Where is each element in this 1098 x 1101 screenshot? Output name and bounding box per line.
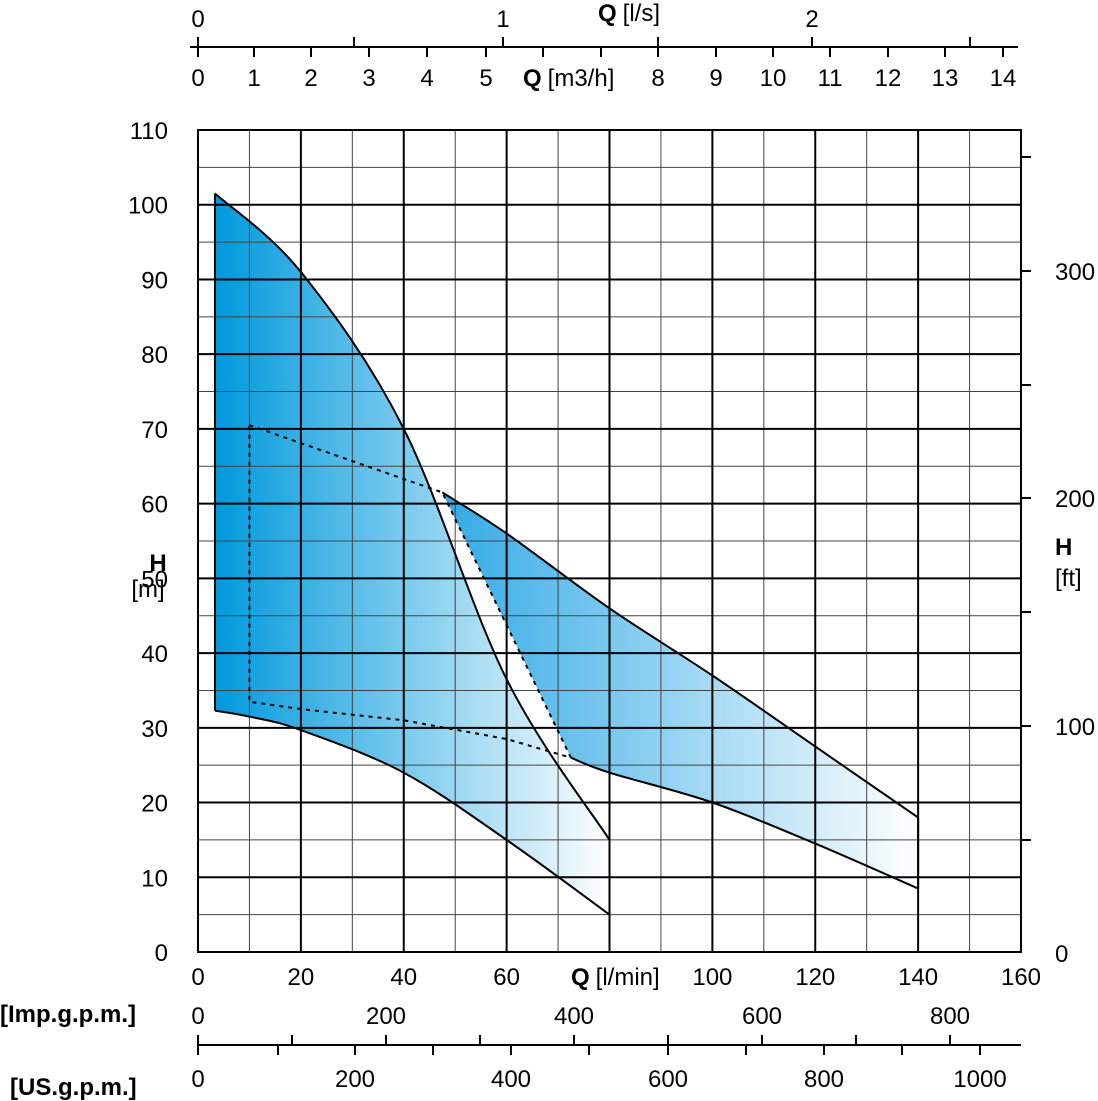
y-tick-label: 0 xyxy=(155,940,168,967)
plot-curves xyxy=(213,192,920,916)
us-gpm-tick-1000: 1000 xyxy=(953,1066,1006,1093)
us-gpm-label: [US.g.p.m.] xyxy=(10,1074,137,1101)
y-tick-label: 30 xyxy=(141,716,168,743)
x-tick-label: 100 xyxy=(692,964,732,991)
y-tick-label: 20 xyxy=(141,791,168,818)
imp-gpm-axis: [Imp.g.p.m.] 0 200 400 600 800 xyxy=(0,1001,970,1030)
x-tick-label: 160 xyxy=(1001,964,1041,991)
imp-gpm-tick-600: 600 xyxy=(742,1003,782,1030)
h-ft-tick-200: 200 xyxy=(1055,486,1095,513)
q-m3h-tick-9: 9 xyxy=(709,65,722,92)
imp-gpm-tick-200: 200 xyxy=(366,1003,406,1030)
x-tick-label: 0 xyxy=(191,964,204,991)
y-left-label-unit: [m] xyxy=(131,576,164,603)
q-m3h-tick-14: 14 xyxy=(990,65,1017,92)
top-axis-m3h: 0 1 2 3 4 5 Q [m3/h] 8 9 10 11 12 13 14 xyxy=(191,65,1016,92)
x-axis-label: Q [l/min] xyxy=(571,964,660,991)
top-axis-ticks xyxy=(197,37,1004,57)
q-ls-label: Q [l/s] xyxy=(598,0,660,27)
x-tick-label: 60 xyxy=(493,964,520,991)
q-m3h-tick-12: 12 xyxy=(875,65,902,92)
x-tick-label: 40 xyxy=(390,964,417,991)
q-ls-tick-1: 1 xyxy=(496,6,509,33)
x-tick-label: 20 xyxy=(288,964,315,991)
q-ls-tick-2: 2 xyxy=(805,6,818,33)
q-m3h-tick-11: 11 xyxy=(818,65,843,92)
q-m3h-tick-13: 13 xyxy=(932,65,959,92)
h-ft-tick-0: 0 xyxy=(1055,941,1068,968)
imp-gpm-tick-0: 0 xyxy=(191,1003,204,1030)
x-tick-label: 140 xyxy=(898,964,938,991)
series-2-lower-curve xyxy=(570,756,919,890)
plot-tick-labels: 0 10 20 30 40 50 60 70 80 90 100 110 0 20 40 60 100 120 14… xyxy=(128,118,1041,991)
dotted-envelope xyxy=(248,423,573,760)
us-gpm-tick-200: 200 xyxy=(335,1066,375,1093)
right-axis-ticks xyxy=(1021,156,1031,841)
q-m3h-tick-3: 3 xyxy=(362,65,375,92)
plot-regions xyxy=(215,193,919,915)
top-axis-ls: 0 1 2 Q [l/s] xyxy=(191,0,818,33)
imp-gpm-tick-400: 400 xyxy=(554,1003,594,1030)
series-1-upper-curve xyxy=(214,192,611,841)
q-m3h-tick-5: 5 xyxy=(479,65,492,92)
y-tick-label: 50 xyxy=(141,566,168,593)
q-m3h-tick-2: 2 xyxy=(304,65,317,92)
y-tick-label: 90 xyxy=(141,267,168,294)
y-tick-label: 60 xyxy=(141,492,168,519)
y-tick-label: 80 xyxy=(141,342,168,369)
imp-gpm-tick-800: 800 xyxy=(930,1003,970,1030)
plot-grid xyxy=(197,129,1022,953)
q-m3h-tick-8: 8 xyxy=(651,65,664,92)
h-ft-tick-300: 300 xyxy=(1055,259,1095,286)
us-gpm-tick-600: 600 xyxy=(648,1066,688,1093)
us-gpm-tick-0: 0 xyxy=(191,1066,204,1093)
series-2-upper-curve xyxy=(441,491,919,819)
q-m3h-tick-4: 4 xyxy=(420,65,433,92)
us-gpm-tick-800: 800 xyxy=(804,1066,844,1093)
q-m3h-tick-1: 1 xyxy=(247,65,260,92)
us-gpm-tick-400: 400 xyxy=(491,1066,531,1093)
q-m3h-tick-0: 0 xyxy=(191,65,204,92)
series-1-area xyxy=(215,193,610,915)
y-tick-label: 10 xyxy=(141,865,168,892)
series-1-lower-curve xyxy=(214,709,611,916)
y-tick-label: 100 xyxy=(128,193,168,220)
h-ft-tick-100: 100 xyxy=(1055,714,1095,741)
q-m3h-label: Q [m3/h] xyxy=(523,65,614,92)
y-right-label-unit: [ft] xyxy=(1055,565,1082,592)
y-tick-label: 40 xyxy=(141,641,168,668)
y-tick-label: 70 xyxy=(141,417,168,444)
gpm-axis-ticks xyxy=(197,1035,981,1055)
y-left-label-symbol: H xyxy=(149,550,166,577)
y-right-label-symbol: H xyxy=(1055,534,1072,561)
y-tick-label: 110 xyxy=(130,118,168,145)
us-gpm-axis: [US.g.p.m.] 0 200 400 600 800 1000 xyxy=(10,1066,1007,1101)
q-m3h-tick-10: 10 xyxy=(760,65,787,92)
x-tick-label: 120 xyxy=(795,964,835,991)
q-ls-tick-0: 0 xyxy=(191,6,204,33)
imp-gpm-label: [Imp.g.p.m.] xyxy=(0,1001,136,1028)
